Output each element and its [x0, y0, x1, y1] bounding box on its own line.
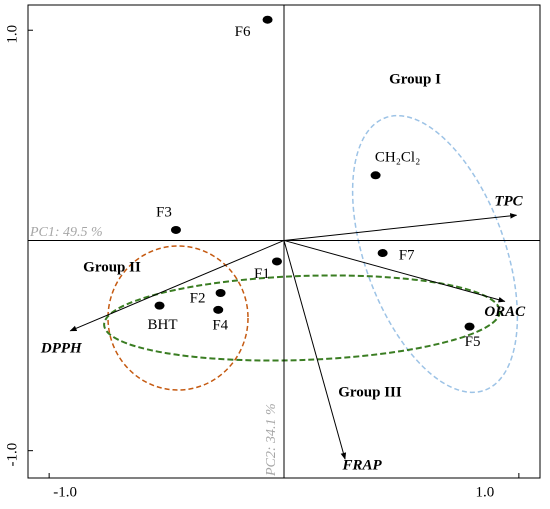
- point: [370, 171, 381, 180]
- x-tick-label: -1.0: [53, 484, 77, 500]
- point: [215, 289, 226, 298]
- group-label: Group I: [389, 71, 441, 87]
- vector-label: TPC: [494, 194, 523, 210]
- loading-vector: [283, 239, 506, 303]
- vector-label: DPPH: [40, 340, 83, 356]
- y-axis-label: PC2: 34.1 %: [264, 403, 279, 477]
- point: [464, 322, 475, 331]
- group-ellipse: [351, 114, 519, 394]
- y-tick-label: 1.0: [4, 25, 20, 44]
- point: [213, 305, 224, 314]
- point-label: BHT: [148, 317, 178, 333]
- point-label: F4: [212, 317, 228, 333]
- vector-label: FRAP: [341, 458, 382, 474]
- point: [154, 301, 165, 310]
- group-ellipse: [107, 245, 249, 391]
- group-ellipse: [103, 274, 501, 362]
- point-label: F1: [254, 266, 270, 282]
- point-label: F2: [190, 290, 206, 306]
- y-tick-label: -1.0: [4, 443, 20, 467]
- point-label: F3: [156, 204, 172, 220]
- point: [377, 249, 388, 258]
- point: [271, 257, 282, 266]
- group-label: Group III: [338, 384, 402, 400]
- loading-vector: [283, 213, 518, 241]
- vector-label: ORAC: [484, 304, 526, 320]
- point: [170, 225, 181, 234]
- x-axis-label: PC1: 49.5 %: [29, 225, 103, 240]
- loading-vector: [283, 240, 347, 460]
- group-label: Group II: [83, 259, 141, 275]
- loading-vector: [69, 239, 285, 332]
- x-tick-label: 1.0: [475, 484, 494, 500]
- point-label: CH₂Cl₂: [375, 150, 420, 166]
- point-label: F5: [465, 334, 481, 350]
- point-label: F6: [235, 24, 251, 40]
- point-label: F7: [399, 247, 415, 263]
- point: [262, 15, 273, 24]
